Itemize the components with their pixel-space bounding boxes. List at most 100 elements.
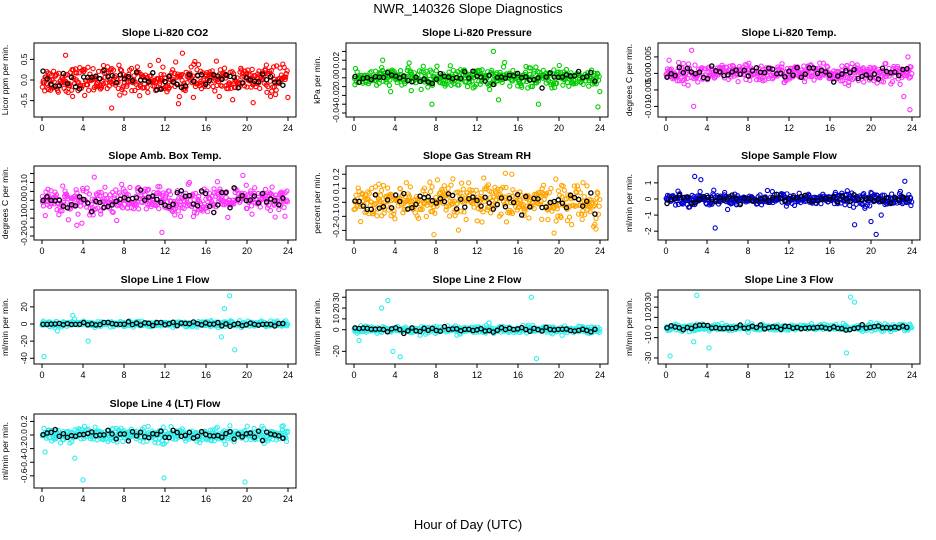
data-point — [883, 195, 890, 201]
data-point — [909, 71, 915, 77]
data-point — [851, 222, 858, 228]
data-point — [711, 187, 717, 193]
data-point — [592, 78, 598, 84]
data-point — [568, 70, 574, 76]
data-point — [137, 93, 143, 99]
data-point — [867, 195, 874, 202]
data-point — [826, 196, 833, 203]
x-tick-label: 0 — [663, 370, 668, 380]
data-point — [259, 71, 266, 77]
data-point — [218, 334, 225, 340]
data-point — [181, 205, 187, 212]
data-point — [364, 74, 370, 81]
data-point — [132, 87, 138, 94]
data-point — [746, 60, 752, 66]
data-point — [441, 198, 448, 205]
data-point — [283, 74, 289, 80]
data-point — [227, 204, 233, 211]
data-point — [91, 87, 97, 93]
data-point — [243, 75, 250, 81]
y-tick-label: 0.2 — [19, 415, 29, 427]
data-point — [195, 193, 202, 200]
data-point — [97, 321, 103, 328]
data-point — [672, 196, 678, 202]
data-point — [431, 231, 437, 238]
data-point — [894, 63, 901, 70]
y-tick-label: 30 — [643, 292, 653, 302]
data-point — [272, 323, 278, 329]
data-point — [891, 194, 898, 201]
data-point — [133, 201, 140, 208]
data-point — [875, 76, 882, 82]
data-point — [276, 206, 282, 213]
data-point — [157, 78, 163, 84]
data-point — [478, 203, 484, 209]
data-point — [533, 64, 539, 70]
data-point — [234, 75, 240, 81]
data-point — [737, 201, 743, 208]
data-point — [122, 188, 128, 194]
data-point — [540, 67, 547, 74]
data-point — [717, 194, 723, 201]
data-point — [137, 322, 144, 328]
data-point — [93, 73, 99, 79]
data-point — [765, 197, 772, 204]
data-point — [685, 82, 691, 88]
data-point — [591, 202, 598, 209]
x-tick-label: 8 — [433, 370, 438, 380]
data-point — [708, 63, 715, 69]
data-point — [847, 70, 853, 76]
data-point — [462, 68, 468, 75]
data-point — [56, 83, 63, 89]
data-point — [482, 78, 488, 84]
data-point — [597, 196, 603, 203]
data-point — [500, 64, 507, 70]
data-point — [368, 76, 375, 83]
data-point — [575, 196, 582, 203]
data-point — [92, 424, 98, 430]
data-point — [160, 424, 166, 430]
data-point — [98, 211, 104, 217]
data-point — [198, 71, 205, 78]
data-point — [280, 195, 286, 201]
data-point — [446, 213, 453, 219]
x-tick-label: 8 — [121, 246, 126, 256]
x-tick-label: 8 — [121, 494, 126, 504]
data-point — [107, 67, 114, 73]
data-point — [563, 204, 570, 211]
data-point — [692, 173, 698, 180]
data-point — [175, 101, 182, 107]
data-point — [579, 216, 585, 223]
data-point — [434, 203, 440, 209]
data-point — [497, 69, 503, 75]
data-point — [265, 83, 271, 90]
x-tick-label: 16 — [825, 370, 835, 380]
data-point — [215, 78, 221, 85]
data-point — [901, 93, 907, 100]
data-point — [48, 201, 55, 207]
data-point — [248, 188, 254, 194]
x-tick-label: 4 — [704, 370, 709, 380]
y-tick-label: 0.1 — [331, 182, 341, 194]
data-point — [429, 184, 435, 190]
x-tick-label: 4 — [704, 246, 709, 256]
x-tick-label: 24 — [283, 246, 293, 256]
x-tick-label: 16 — [201, 123, 211, 133]
data-point — [778, 195, 784, 201]
data-point — [447, 63, 453, 69]
data-point — [507, 83, 513, 89]
data-point — [729, 192, 735, 198]
data-point — [239, 192, 246, 199]
data-point — [461, 209, 467, 215]
data-point — [392, 216, 398, 222]
x-tick-label: 24 — [907, 123, 917, 133]
data-point — [72, 84, 79, 90]
data-point — [489, 67, 495, 74]
panel-title: Slope Amb. Box Temp. — [108, 150, 221, 162]
data-point — [824, 63, 830, 69]
x-tick-label: 12 — [784, 246, 794, 256]
x-tick-label: 24 — [595, 370, 605, 380]
data-point — [82, 67, 88, 73]
x-tick-label: 16 — [825, 246, 835, 256]
data-point — [425, 194, 431, 200]
